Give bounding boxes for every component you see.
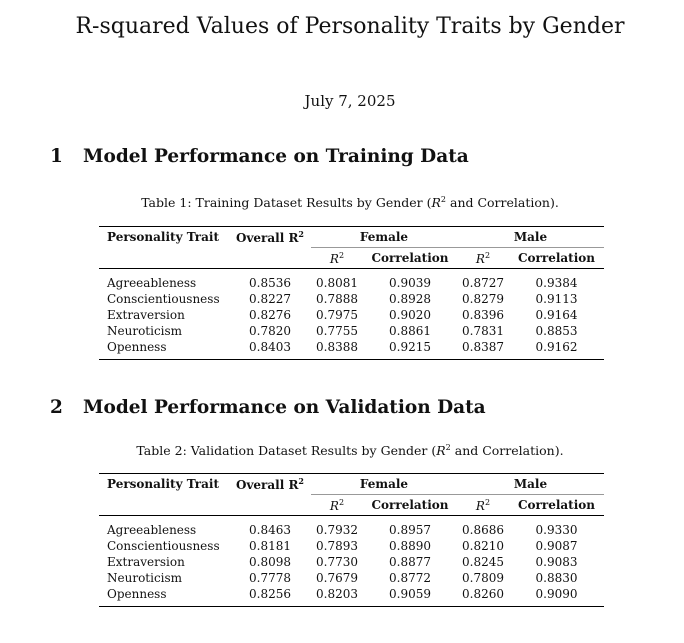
column-header-male-r2: R2 (457, 494, 509, 516)
cell-male-r2: 0.8396 (462, 308, 504, 322)
table-caption-training: Table 1: Training Dataset Results by Gen… (141, 195, 559, 211)
cell-overall-r2: 0.8256 (249, 587, 291, 601)
cell-overall-r2: 0.8276 (249, 308, 291, 322)
section-number: 1 (50, 146, 63, 167)
table-row: Openness 0.8403 0.8388 0.9215 0.8387 0.9162 (99, 339, 604, 355)
column-header-male-r2: R2 (457, 247, 509, 269)
cell-male-r2: 0.8686 (462, 523, 504, 537)
cell-male-r2: 0.7809 (462, 571, 504, 585)
cell-male-r2: 0.8245 (462, 555, 504, 569)
cell-overall-r2: 0.8463 (249, 523, 291, 537)
cell-female-correlation: 0.9059 (389, 587, 431, 601)
cell-overall-r2: 0.8227 (249, 292, 291, 306)
document-title: R-squared Values of Personality Traits b… (75, 14, 625, 39)
table-row: Agreeableness 0.8463 0.7932 0.8957 0.8686 0.9… (99, 522, 604, 538)
section-title: Model Performance on Validation Data (83, 397, 486, 418)
cell-female-r2: 0.7893 (316, 539, 358, 553)
cell-trait: Agreeableness (107, 276, 197, 290)
column-group-male: Male (457, 226, 604, 248)
cell-female-correlation: 0.8877 (389, 555, 431, 569)
cell-trait: Extraversion (107, 308, 185, 322)
column-group-male: Male (457, 473, 604, 495)
column-header-overall: Overall R2 (235, 229, 304, 246)
cell-female-correlation: 0.8928 (389, 292, 431, 306)
section-title: Model Performance on Training Data (83, 146, 469, 167)
cell-male-r2: 0.8210 (462, 539, 504, 553)
cell-overall-r2: 0.8098 (249, 555, 291, 569)
cell-female-r2: 0.8081 (316, 276, 358, 290)
cell-female-correlation: 0.9039 (389, 276, 431, 290)
cell-female-r2: 0.7730 (316, 555, 358, 569)
cell-female-r2: 0.7932 (316, 523, 358, 537)
table-row: Extraversion 0.8276 0.7975 0.9020 0.8396 0.91… (99, 307, 604, 323)
column-group-female: Female (311, 473, 457, 495)
column-header-female-r2: R2 (311, 494, 363, 516)
cell-male-r2: 0.8727 (462, 276, 504, 290)
column-header-female-r2: R2 (311, 247, 363, 269)
cell-male-correlation: 0.9090 (535, 587, 578, 601)
cell-trait: Neuroticism (107, 324, 183, 338)
table-row: Neuroticism 0.7778 0.7679 0.8772 0.7809 0.883… (99, 570, 604, 586)
cell-trait: Extraversion (107, 555, 185, 569)
cell-male-correlation: 0.8830 (535, 571, 578, 585)
table-caption-validation: Table 2: Validation Dataset Results by G… (136, 443, 564, 459)
table-row: Conscientiousness 0.8227 0.7888 0.8928 0.827… (99, 291, 604, 307)
section-heading-validation: 2 Model Performance on Validation Data (50, 397, 486, 418)
column-header-male-correlation: Correlation (509, 494, 604, 516)
cell-male-r2: 0.7831 (462, 324, 504, 338)
cell-female-correlation: 0.9215 (389, 340, 431, 354)
cell-female-correlation: 0.9020 (389, 308, 431, 322)
cell-male-correlation: 0.9164 (535, 308, 578, 322)
cell-female-r2: 0.7755 (316, 324, 358, 338)
cell-male-correlation: 0.8853 (535, 324, 578, 338)
cell-male-r2: 0.8279 (462, 292, 504, 306)
cell-trait: Openness (107, 340, 167, 354)
cell-trait: Conscientiousness (107, 539, 220, 553)
cell-female-r2: 0.8388 (316, 340, 358, 354)
cell-male-correlation: 0.9113 (535, 292, 578, 306)
section-heading-training: 1 Model Performance on Training Data (50, 146, 469, 167)
column-header-female-correlation: Correlation (363, 247, 457, 269)
cell-female-correlation: 0.8890 (389, 539, 431, 553)
table-row: Neuroticism 0.7820 0.7755 0.8861 0.7831 0.885… (99, 323, 604, 339)
cell-female-r2: 0.7975 (316, 308, 358, 322)
cell-male-correlation: 0.9330 (535, 523, 578, 537)
column-header-male-correlation: Correlation (509, 247, 604, 269)
column-header-female-correlation: Correlation (363, 494, 457, 516)
document-date: July 7, 2025 (304, 92, 396, 110)
column-header-trait: Personality Trait (107, 230, 219, 245)
cell-male-correlation: 0.9384 (535, 276, 578, 290)
cell-overall-r2: 0.7820 (249, 324, 291, 338)
cell-trait: Conscientiousness (107, 292, 220, 306)
cell-trait: Neuroticism (107, 571, 183, 585)
section-number: 2 (50, 397, 63, 418)
cell-overall-r2: 0.8403 (249, 340, 291, 354)
cell-female-correlation: 0.8772 (389, 571, 431, 585)
cell-trait: Agreeableness (107, 523, 197, 537)
cell-female-r2: 0.7679 (316, 571, 358, 585)
cell-male-r2: 0.8387 (462, 340, 504, 354)
results-table-validation: Personality Trait Overall R2 Female Male… (99, 473, 604, 607)
cell-overall-r2: 0.8536 (249, 276, 291, 290)
cell-female-r2: 0.8203 (316, 587, 358, 601)
cell-female-r2: 0.7888 (316, 292, 358, 306)
column-header-overall: Overall R2 (235, 476, 304, 493)
cell-male-correlation: 0.9083 (535, 555, 578, 569)
cell-overall-r2: 0.7778 (249, 571, 291, 585)
column-header-trait: Personality Trait (107, 477, 219, 492)
column-group-female: Female (311, 226, 457, 248)
table-row: Conscientiousness 0.8181 0.7893 0.8890 0.821… (99, 538, 604, 554)
cell-female-correlation: 0.8861 (389, 324, 431, 338)
table-row: Agreeableness 0.8536 0.8081 0.9039 0.8727 0.9… (99, 275, 604, 291)
table-row: Extraversion 0.8098 0.7730 0.8877 0.8245 0.90… (99, 554, 604, 570)
cell-female-correlation: 0.8957 (389, 523, 431, 537)
cell-male-r2: 0.8260 (462, 587, 504, 601)
cell-male-correlation: 0.9162 (535, 340, 578, 354)
cell-trait: Openness (107, 587, 167, 601)
table-row: Openness 0.8256 0.8203 0.9059 0.8260 0.9090 (99, 586, 604, 602)
cell-male-correlation: 0.9087 (535, 539, 578, 553)
cell-overall-r2: 0.8181 (249, 539, 291, 553)
results-table-training: Personality Trait Overall R2 Female Male… (99, 226, 604, 360)
